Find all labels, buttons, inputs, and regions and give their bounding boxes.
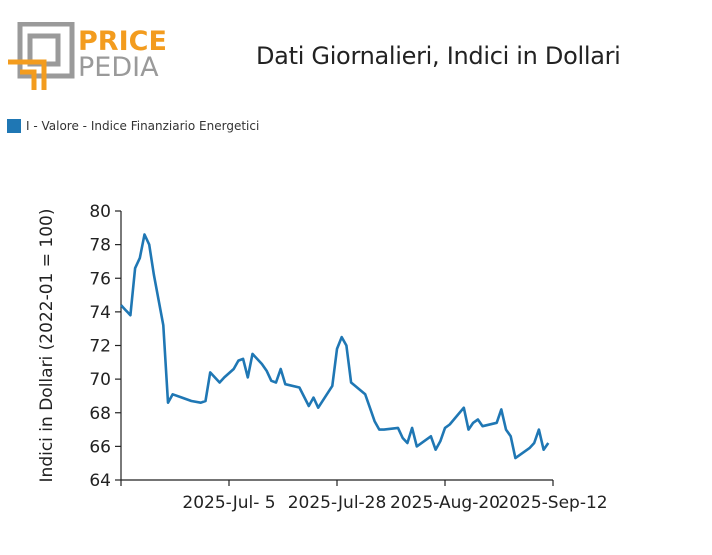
x-tick-label: 2025-Jul-28 xyxy=(288,493,387,513)
y-tick-label: 78 xyxy=(89,236,111,256)
logo-orange-bracket-outer xyxy=(8,59,47,90)
y-tick-label: 72 xyxy=(89,337,111,357)
logo-mark: PRICE PEDIA xyxy=(8,21,167,90)
logo-orange-bracket-inner xyxy=(20,69,37,90)
y-tick-label: 66 xyxy=(89,437,111,457)
y-tick-label: 64 xyxy=(89,471,111,491)
y-tick-label: 68 xyxy=(89,404,111,424)
legend-swatch xyxy=(7,119,21,133)
x-tick-label: 2025-Aug-20 xyxy=(390,493,500,513)
y-tick-label: 80 xyxy=(89,202,111,222)
chart-axes: 64 66 68 70 72 74 76 78 80 2025-Jul- 5 2025-Jul-28… xyxy=(37,202,608,513)
series-line xyxy=(120,233,550,460)
y-tick-label: 74 xyxy=(89,303,111,323)
y-tick-label: 76 xyxy=(89,269,111,289)
legend-label: I - Valore - Indice Finanziario Energeti… xyxy=(26,119,260,133)
chart-marks xyxy=(120,233,550,460)
x-tick-label: 2025-Sep-12 xyxy=(498,493,607,513)
x-tick-label: 2025-Jul- 5 xyxy=(182,493,275,513)
y-tick-label: 70 xyxy=(89,370,111,390)
pricepedia-logo: PRICE PEDIA xyxy=(8,21,168,92)
logo-word-price: PRICE xyxy=(78,26,167,57)
y-axis-label: Indici in Dollari (2022-01 = 100) xyxy=(37,209,57,483)
legend: I - Valore - Indice Finanziario Energeti… xyxy=(7,119,259,133)
logo-word-pedia: PEDIA xyxy=(78,52,159,83)
chart-title: Dati Giornalieri, Indici in Dollari xyxy=(256,42,621,70)
